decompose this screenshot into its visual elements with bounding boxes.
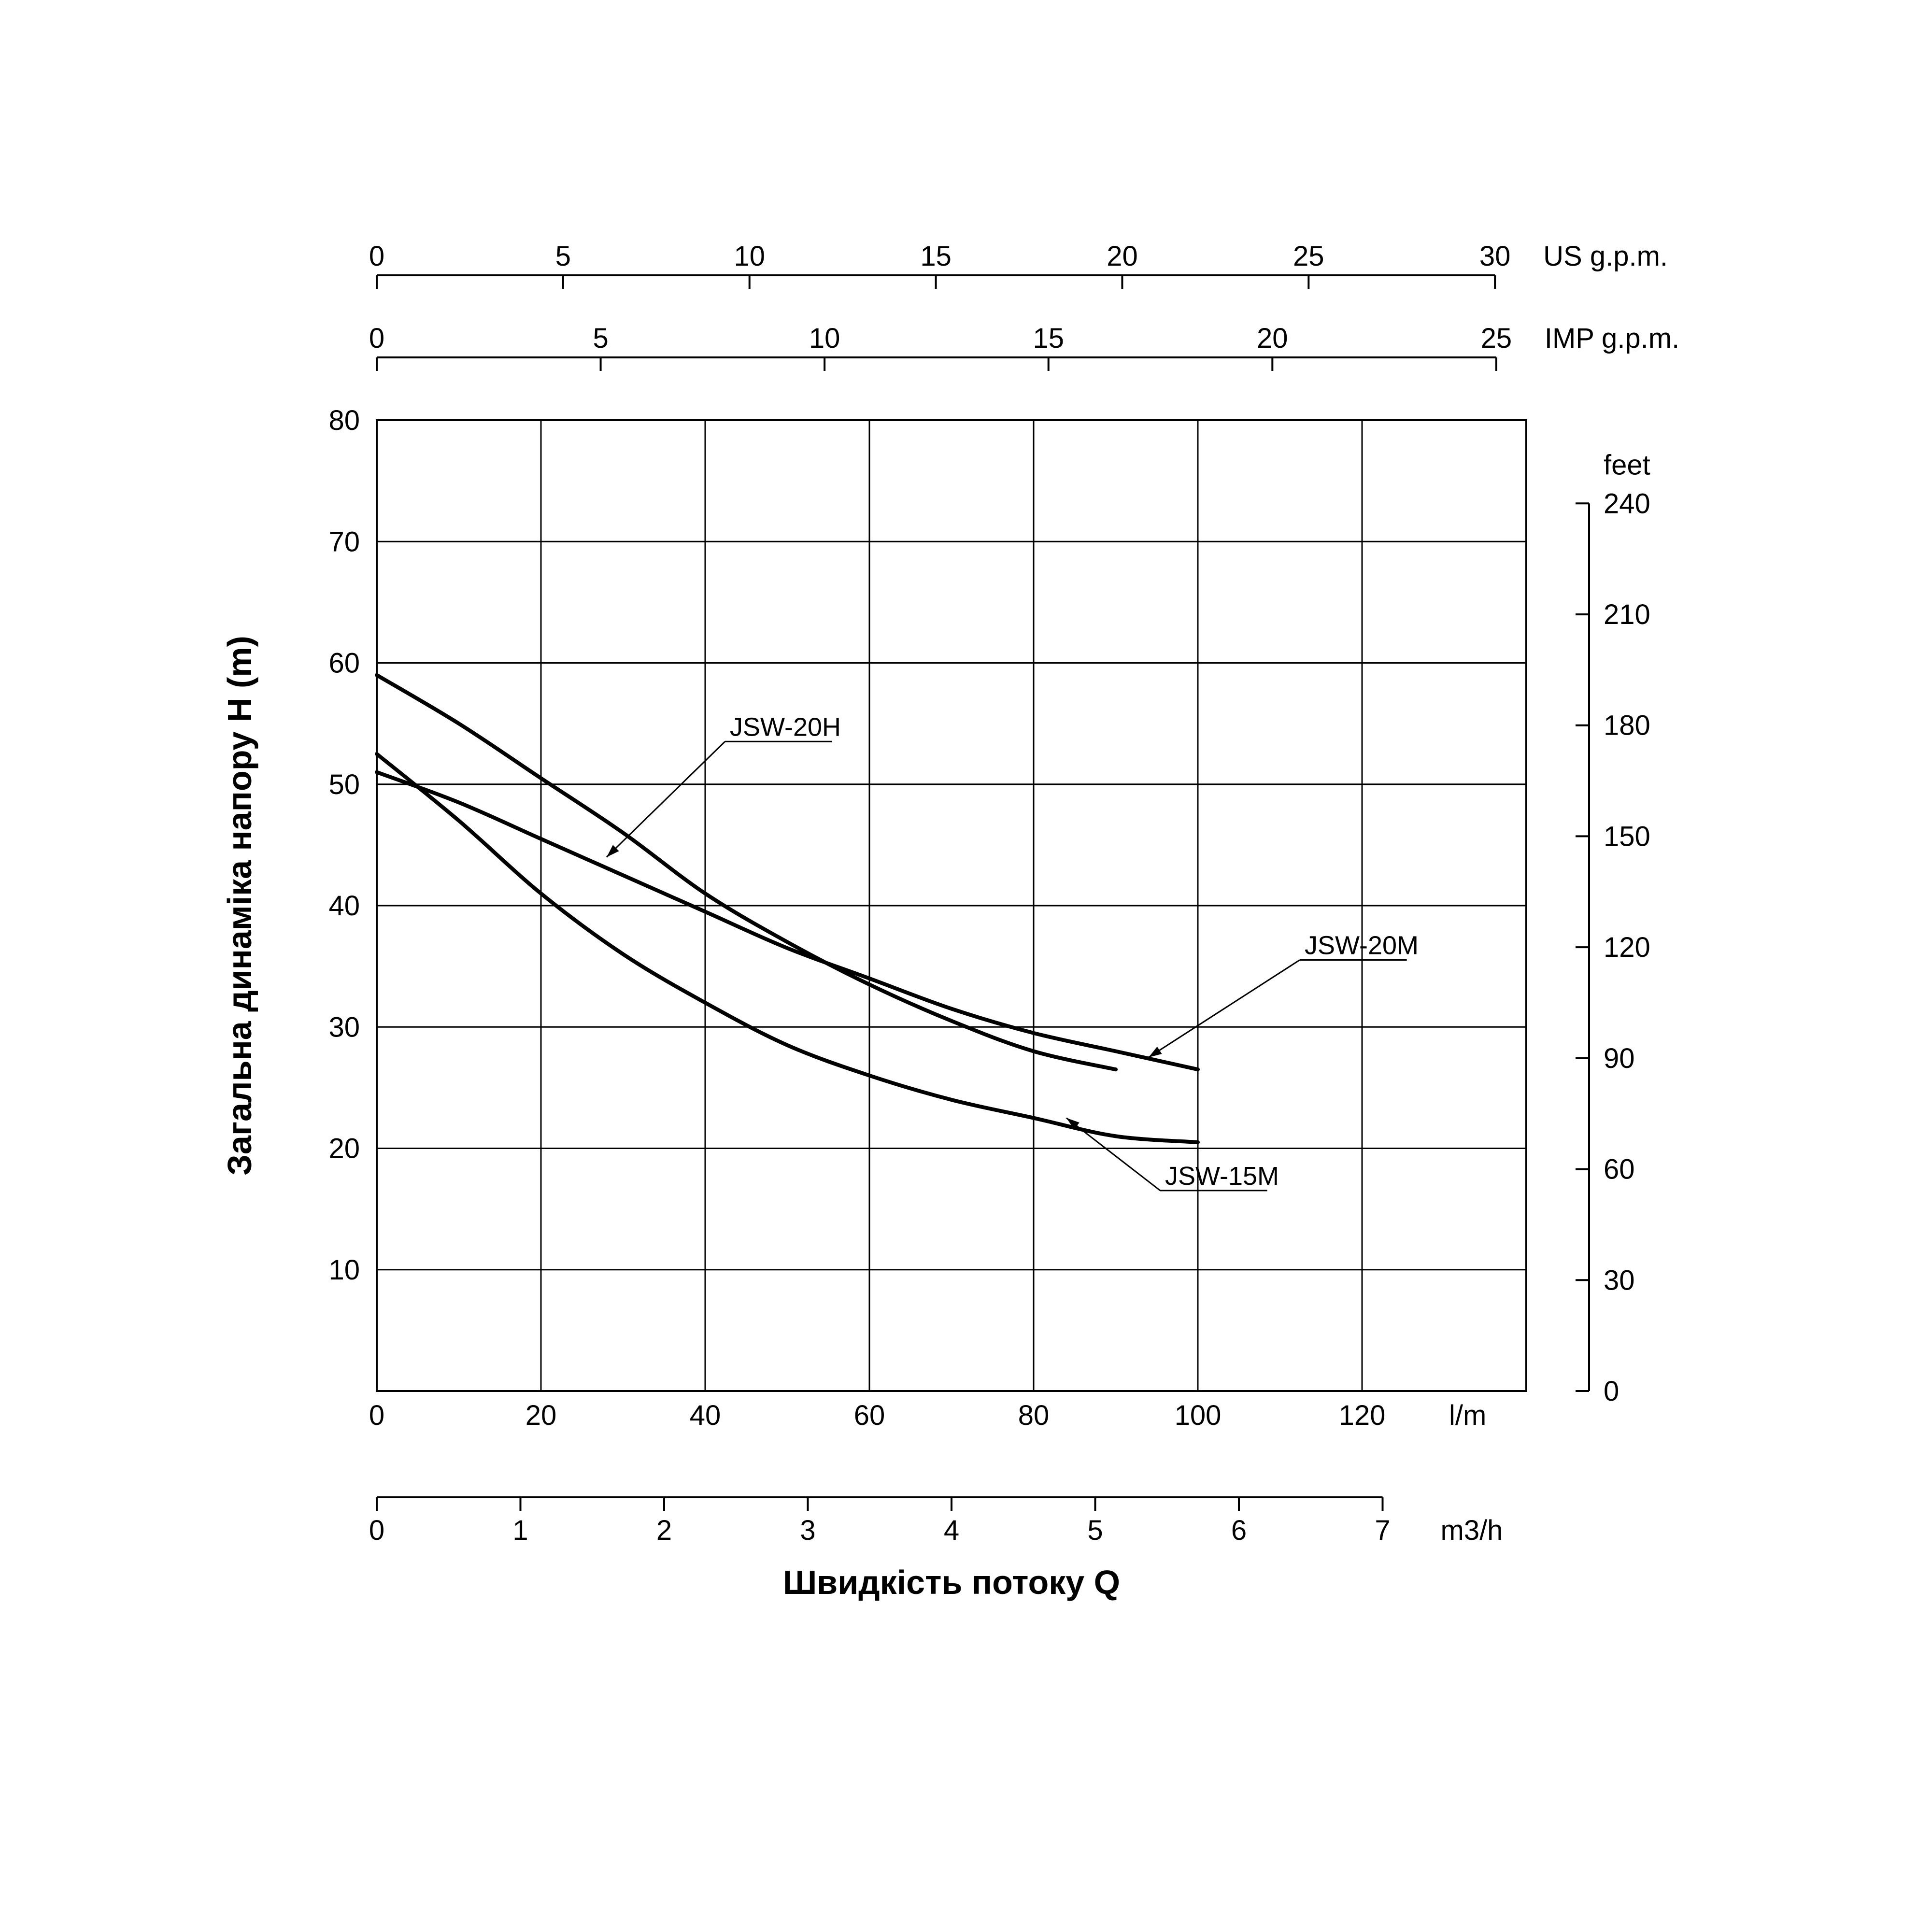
y-tick-feet: 60 <box>1604 1154 1635 1185</box>
y-tick-m: 30 <box>328 1011 360 1043</box>
y-tick-m: 10 <box>328 1254 360 1286</box>
x-tick-lm: 0 <box>369 1400 384 1431</box>
x-axis-title: Швидкість потоку Q <box>783 1563 1120 1601</box>
pump-performance-chart: 020406080100120l/m1020304050607080012345… <box>0 0 1932 1932</box>
x-tick-m3h: 5 <box>1087 1515 1103 1546</box>
y-tick-feet: 30 <box>1604 1264 1635 1296</box>
series-label-arrow <box>1066 1118 1160 1191</box>
x-tick-impgpm: 25 <box>1481 323 1512 354</box>
x-tick-usgpm: 10 <box>734 241 765 272</box>
x-tick-lm: 80 <box>1018 1400 1050 1431</box>
x-tick-m3h: 7 <box>1375 1515 1390 1546</box>
y-tick-feet: 120 <box>1604 932 1650 963</box>
y-tick-feet: 150 <box>1604 821 1650 852</box>
x-tick-m3h: 0 <box>369 1515 384 1546</box>
y-tick-m: 40 <box>328 890 360 922</box>
x-tick-lm: 40 <box>690 1400 721 1431</box>
x-tick-impgpm: 0 <box>369 323 384 354</box>
x-tick-m3h: 4 <box>944 1515 959 1546</box>
x-tick-lm: 100 <box>1175 1400 1222 1431</box>
chart-series <box>377 675 1198 1142</box>
x-tick-usgpm: 0 <box>369 241 384 272</box>
chart-axes: 020406080100120l/m1020304050607080012345… <box>328 241 1679 1546</box>
x-unit-lm: l/m <box>1449 1400 1486 1431</box>
y-tick-feet: 0 <box>1604 1376 1619 1407</box>
x-tick-usgpm: 5 <box>555 241 571 272</box>
x-tick-m3h: 3 <box>800 1515 815 1546</box>
series-JSW-20M <box>377 772 1198 1070</box>
x-tick-usgpm: 20 <box>1107 241 1138 272</box>
x-tick-impgpm: 10 <box>809 323 840 354</box>
series-label-JSW-15M: JSW-15M <box>1165 1162 1279 1191</box>
x-tick-lm: 120 <box>1339 1400 1386 1431</box>
x-tick-m3h: 2 <box>656 1515 672 1546</box>
x-unit-usgpm: US g.p.m. <box>1543 241 1668 272</box>
series-label-JSW-20H: JSW-20H <box>730 712 841 741</box>
x-unit-impgpm: IMP g.p.m. <box>1545 323 1679 354</box>
y-axis-title: Загальна динаміка напору H (m) <box>221 636 258 1176</box>
x-tick-usgpm: 15 <box>920 241 952 272</box>
y-tick-feet: 180 <box>1604 710 1650 741</box>
y-tick-m: 20 <box>328 1133 360 1165</box>
series-label-arrow <box>1149 960 1300 1058</box>
y-tick-m: 70 <box>328 526 360 557</box>
series-label-JSW-20M: JSW-20M <box>1305 931 1419 960</box>
y-tick-m: 80 <box>328 405 360 436</box>
y-tick-feet: 90 <box>1604 1043 1635 1074</box>
x-tick-m3h: 6 <box>1231 1515 1247 1546</box>
y-tick-m: 60 <box>328 648 360 679</box>
x-tick-m3h: 1 <box>512 1515 528 1546</box>
x-tick-impgpm: 20 <box>1257 323 1288 354</box>
y-tick-m: 50 <box>328 769 360 800</box>
y-tick-feet: 240 <box>1604 488 1650 519</box>
x-tick-lm: 20 <box>526 1400 557 1431</box>
chart-grid <box>377 420 1526 1391</box>
y-unit-feet: feet <box>1604 449 1650 481</box>
x-tick-impgpm: 5 <box>593 323 608 354</box>
x-unit-m3h: m3/h <box>1441 1515 1503 1546</box>
series-label-arrow <box>607 741 725 857</box>
x-tick-usgpm: 25 <box>1293 241 1324 272</box>
x-tick-usgpm: 30 <box>1479 241 1511 272</box>
x-tick-lm: 60 <box>854 1400 885 1431</box>
x-tick-impgpm: 15 <box>1033 323 1064 354</box>
y-tick-feet: 210 <box>1604 599 1650 630</box>
